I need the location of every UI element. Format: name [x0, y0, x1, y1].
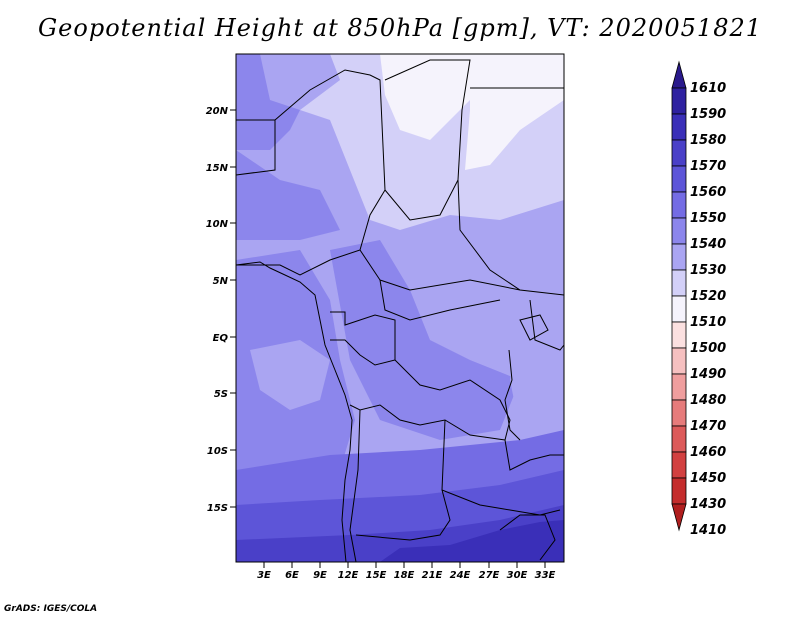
colorbar-swatch	[671, 477, 687, 505]
colorbar-swatch	[671, 373, 687, 401]
colorbar-label: 1590	[690, 107, 726, 122]
chart-title: Geopotential Height at 850hPa [gpm], VT:…	[38, 14, 762, 42]
country-borders	[236, 59, 564, 562]
colorbar-label: 1570	[690, 159, 726, 174]
colorbar-arrow-bottom	[671, 503, 687, 532]
colorbar-swatch	[671, 87, 687, 115]
colorbar-label: 1530	[690, 263, 726, 278]
colorbar-swatch	[671, 269, 687, 297]
lat-label: 20N	[206, 106, 229, 117]
colorbar-label: 1510	[690, 315, 726, 330]
lat-label: 15N	[206, 163, 229, 174]
lat-label: 15S	[207, 503, 228, 514]
colorbar-label: 1540	[690, 237, 726, 252]
lon-label: 18E	[394, 570, 415, 581]
colorbar-arrow-top	[671, 60, 687, 89]
grads-credit: GrADS: IGES/COLA	[4, 604, 98, 614]
colorbar-label: 1460	[690, 445, 726, 460]
map-frame	[235, 53, 565, 563]
colorbar-swatch	[671, 399, 687, 427]
colorbar-label: 1520	[690, 289, 726, 304]
lon-label: 24E	[450, 570, 471, 581]
colorbar-label: 1550	[690, 211, 726, 226]
lat-label: 5N	[213, 276, 229, 287]
colorbar-label: 1480	[690, 393, 726, 408]
lon-label: 27E	[479, 570, 500, 581]
colorbar-labels: 1610 1590 1580 1570 1560 1550 1540 1530 …	[690, 81, 726, 538]
colorbar-swatch	[671, 113, 687, 141]
lat-axis: 20N 15N 10N 5N EQ 5S 10S 15S	[206, 106, 236, 514]
colorbar-label: 1490	[690, 367, 726, 382]
colorbar-label: 1500	[690, 341, 726, 356]
colorbar-label: 1580	[690, 133, 726, 148]
lon-axis: 3E 6E 9E 12E 15E 18E 21E 24E 27E 30E 33E	[257, 562, 556, 581]
lon-label: 12E	[338, 570, 359, 581]
lat-label: 10S	[207, 446, 228, 457]
lon-label: 33E	[535, 570, 556, 581]
lon-label: 6E	[285, 570, 299, 581]
lon-label: 9E	[313, 570, 327, 581]
colorbar-swatch	[671, 321, 687, 349]
colorbar-swatch	[671, 165, 687, 193]
colorbar-swatch	[671, 347, 687, 375]
height-field	[236, 54, 564, 562]
colorbar-label: 1430	[690, 497, 726, 512]
colorbar-swatch	[671, 243, 687, 271]
lon-label: 15E	[366, 570, 387, 581]
colorbar-label: 1560	[690, 185, 726, 200]
lat-label: EQ	[213, 333, 229, 344]
colorbar-label: 1410	[690, 523, 726, 538]
lon-label: 30E	[507, 570, 528, 581]
colorbar-swatch	[671, 451, 687, 479]
lat-label: 10N	[206, 219, 229, 230]
lat-label: 5S	[214, 389, 228, 400]
lon-label: 21E	[422, 570, 443, 581]
colorbar-swatch	[671, 295, 687, 323]
colorbar-label: 1610	[690, 81, 726, 96]
colorbar-swatch	[671, 217, 687, 245]
lon-label: 3E	[257, 570, 271, 581]
colorbar-label: 1450	[690, 471, 726, 486]
colorbar-swatch	[671, 139, 687, 167]
colorbar-swatch	[671, 191, 687, 219]
colorbar-swatch	[671, 425, 687, 453]
colorbar-label: 1470	[690, 419, 726, 434]
colorbar	[671, 60, 687, 532]
